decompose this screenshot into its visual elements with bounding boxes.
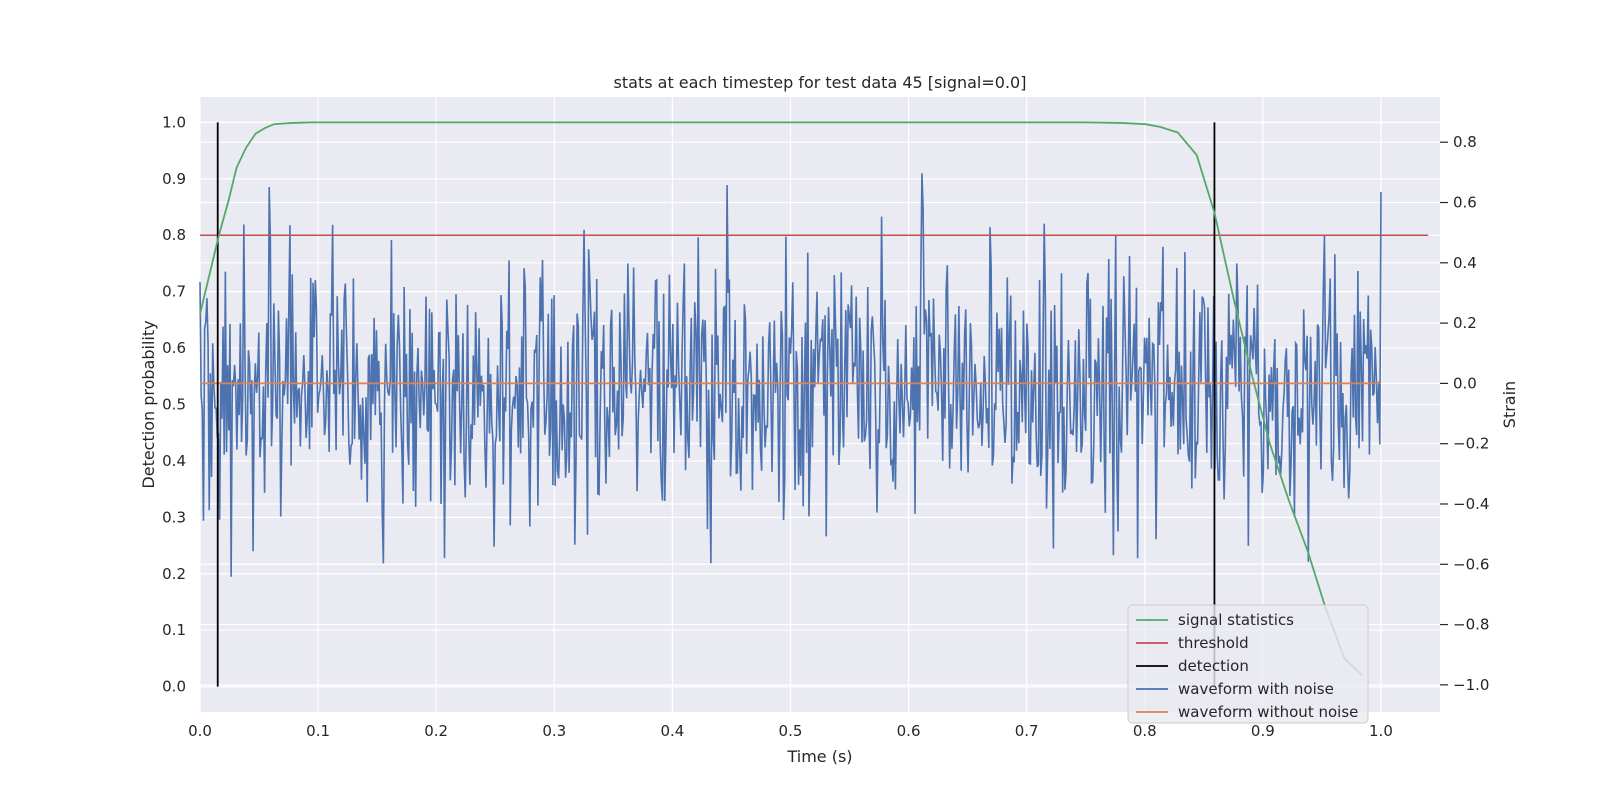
legend-box: [1127, 604, 1369, 724]
y-left-tick-label: 0.5: [162, 396, 186, 414]
y-right-tick-label: 0.8: [1453, 133, 1477, 151]
y-left-tick-label: 0.9: [162, 170, 186, 188]
x-tick-label: 0.6: [897, 722, 921, 740]
series-waveform-with-noise: [199, 173, 1382, 577]
y-right-tick-label: 0.6: [1453, 194, 1477, 212]
x-tick-label: 0.3: [542, 722, 566, 740]
y-left-tick-label: 1.0: [162, 113, 186, 131]
legend-label-threshold: threshold: [1178, 634, 1249, 652]
y-right-tick-label: 0.2: [1453, 314, 1477, 332]
y-right-tick-label: 0.4: [1453, 254, 1477, 272]
legend-label-detection: detection: [1178, 657, 1249, 675]
x-tick-label: 0.2: [424, 722, 448, 740]
x-tick-label: 0.1: [306, 722, 330, 740]
series-layer: [199, 121, 1429, 687]
y-right-tick-label: 0.0: [1453, 374, 1477, 392]
x-tick-label: 0.9: [1251, 722, 1275, 740]
tick-labels: 0.0 0.1 0.2 0.3 0.4 0.5 0.6 0.7 0.8 0.9 1.0 0.0 0.1 0…: [162, 113, 1489, 740]
legend-label-signal-statistics: signal statistics: [1178, 611, 1294, 629]
y-left-tick-label: 0.6: [162, 339, 186, 357]
y-left-tick-label: 0.8: [162, 226, 186, 244]
y-right-tick-label: −0.6: [1453, 555, 1489, 573]
y-axis-label-left: Detection probability: [139, 320, 158, 488]
legend: signal statistics threshold detection wavef…: [1127, 604, 1369, 724]
x-tick-label: 0.4: [660, 722, 684, 740]
y-right-tick-label: −0.8: [1453, 616, 1489, 634]
chart-title: stats at each timestep for test data 45 …: [614, 73, 1027, 92]
x-tick-label: 0.7: [1015, 722, 1039, 740]
y-left-tick-label: 0.4: [162, 452, 186, 470]
x-tick-label: 0.0: [188, 722, 212, 740]
y-left-tick-label: 0.3: [162, 508, 186, 526]
y-left-tick-label: 0.2: [162, 565, 186, 583]
y-axis-label-right: Strain: [1500, 381, 1519, 428]
x-tick-label: 0.8: [1133, 722, 1157, 740]
x-axis-label: Time (s): [786, 747, 852, 766]
y-left-tick-label: 0.1: [162, 621, 186, 639]
y-right-tick-label: −0.2: [1453, 435, 1489, 453]
legend-label-waveform-without-noise: waveform without noise: [1178, 703, 1358, 721]
legend-label-waveform-with-noise: waveform with noise: [1178, 680, 1334, 698]
x-tick-label: 1.0: [1369, 722, 1393, 740]
y-left-tick-label: 0.0: [162, 678, 186, 696]
y-right-tick-label: −1.0: [1453, 676, 1489, 694]
series-signal-statistics: [199, 121, 1363, 676]
y-right-tick-label: −0.4: [1453, 495, 1489, 513]
y-left-tick-label: 0.7: [162, 283, 186, 301]
x-tick-label: 0.5: [779, 722, 803, 740]
